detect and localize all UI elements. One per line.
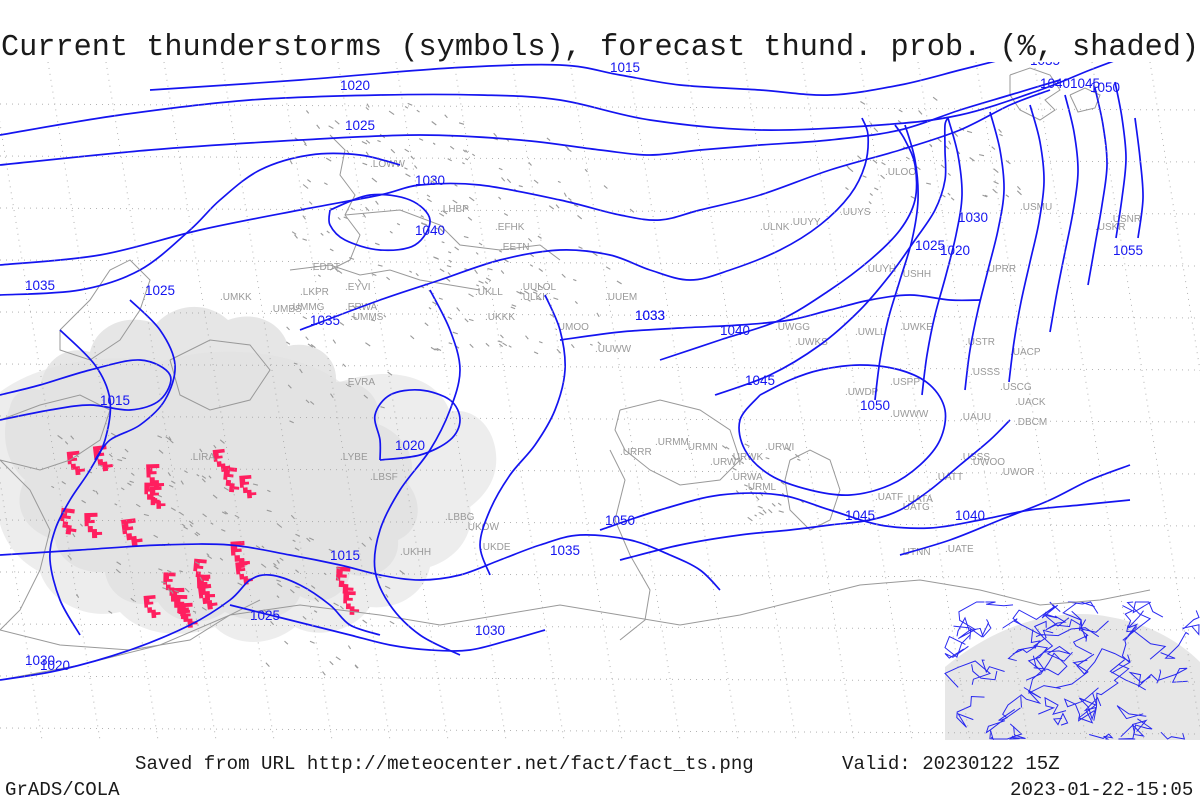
svg-text:.UKDE: .UKDE: [480, 542, 511, 553]
svg-text:.UMBS: .UMBS: [270, 304, 302, 315]
svg-text:.LYBE: .LYBE: [340, 452, 368, 463]
svg-text:.URWI: .URWI: [765, 442, 794, 453]
svg-text:1045: 1045: [845, 508, 875, 523]
svg-text:.UKLL: .UKLL: [475, 287, 503, 298]
svg-text:.LBSF: .LBSF: [370, 472, 398, 483]
svg-text:.UWGG: .UWGG: [775, 322, 810, 333]
svg-text:.LHBP: .LHBP: [440, 204, 469, 215]
svg-text:.UKHH: .UKHH: [400, 547, 431, 558]
svg-text:1025: 1025: [915, 238, 945, 253]
svg-text:.LIRA: .LIRA: [190, 452, 215, 463]
svg-text:.UATE: .UATE: [945, 544, 974, 555]
svg-text:.UWWW: .UWWW: [890, 409, 929, 420]
svg-text:.USHH: .USHH: [900, 269, 931, 280]
svg-text:.EYVI: .EYVI: [345, 282, 371, 293]
svg-text:.LKPR: .LKPR: [300, 287, 329, 298]
svg-text:.UTNN: .UTNN: [900, 547, 931, 558]
svg-text:.USCG: .USCG: [1000, 382, 1032, 393]
svg-text:1020: 1020: [395, 438, 425, 453]
svg-text:1040: 1040: [1040, 76, 1070, 91]
svg-text:.USTR: .USTR: [965, 337, 995, 348]
svg-text:1030: 1030: [958, 210, 988, 225]
svg-text:.UUEM: .UUEM: [605, 292, 637, 303]
svg-text:.EDDT: .EDDT: [310, 262, 340, 273]
svg-text:1050: 1050: [605, 513, 635, 528]
svg-text:.EETN: .EETN: [500, 242, 529, 253]
svg-text:.ULKK: .ULKK: [520, 292, 549, 303]
svg-text:1055: 1055: [1113, 243, 1143, 258]
svg-text:.UWOR: .UWOR: [1000, 467, 1034, 478]
svg-text:.UACK: .UACK: [1015, 397, 1046, 408]
svg-text:1025: 1025: [345, 118, 375, 133]
svg-text:1020: 1020: [340, 78, 370, 93]
svg-text:1050: 1050: [860, 398, 890, 413]
svg-text:1015: 1015: [100, 393, 130, 408]
svg-text:.URRR: .URRR: [620, 447, 652, 458]
svg-text:1015: 1015: [330, 548, 360, 563]
svg-text:1030: 1030: [415, 173, 445, 188]
svg-text:.UATF: .UATF: [875, 492, 903, 503]
svg-text:1025: 1025: [250, 608, 280, 623]
svg-text:.UULOL: .UULOL: [520, 282, 557, 293]
svg-text:1015: 1015: [610, 62, 640, 75]
svg-text:.USSS: .USSS: [970, 367, 1000, 378]
svg-text:.EVRA: .EVRA: [345, 377, 375, 388]
svg-text:.ULOO: .ULOO: [885, 167, 916, 178]
svg-text:.USMU: .USMU: [1020, 202, 1052, 213]
svg-text:.LBBG: .LBBG: [445, 512, 475, 523]
svg-text:.USPP: .USPP: [890, 377, 920, 388]
svg-text:.UWDP: .UWDP: [845, 387, 879, 398]
svg-text:.URMM: .URMM: [655, 437, 689, 448]
svg-text:.UWKE: .UWKE: [900, 322, 933, 333]
svg-text:.DBCM: .DBCM: [1015, 417, 1047, 428]
svg-text:.URWY: .URWY: [710, 457, 743, 468]
svg-text:1035: 1035: [25, 278, 55, 293]
svg-text:.ULNK: .ULNK: [760, 222, 790, 233]
svg-text:1045: 1045: [745, 373, 775, 388]
svg-text:.USNR: .USNR: [1110, 214, 1141, 225]
svg-text:1040: 1040: [955, 508, 985, 523]
svg-text:1040: 1040: [415, 223, 445, 238]
svg-text:.UUYS: .UUYS: [840, 207, 871, 218]
svg-text:.URML: .URML: [745, 482, 777, 493]
svg-text:1025: 1025: [145, 283, 175, 298]
svg-text:.UUYY: .UUYY: [790, 217, 821, 228]
svg-text:.UACP: .UACP: [1010, 347, 1041, 358]
svg-text:1035: 1035: [550, 543, 580, 558]
svg-text:1035: 1035: [310, 313, 340, 328]
svg-text:.UMKK: .UMKK: [220, 292, 252, 303]
svg-text:.URMN: .URMN: [685, 442, 718, 453]
svg-text:.UUWW: .UUWW: [595, 344, 632, 355]
svg-text:1030: 1030: [475, 623, 505, 638]
svg-text:.UWLL: .UWLL: [855, 327, 886, 338]
svg-text:.EFHK: .EFHK: [495, 222, 525, 233]
svg-text:1040: 1040: [720, 323, 750, 338]
svg-text:.UKKK: .UKKK: [485, 312, 515, 323]
svg-text:1050: 1050: [1090, 80, 1120, 95]
